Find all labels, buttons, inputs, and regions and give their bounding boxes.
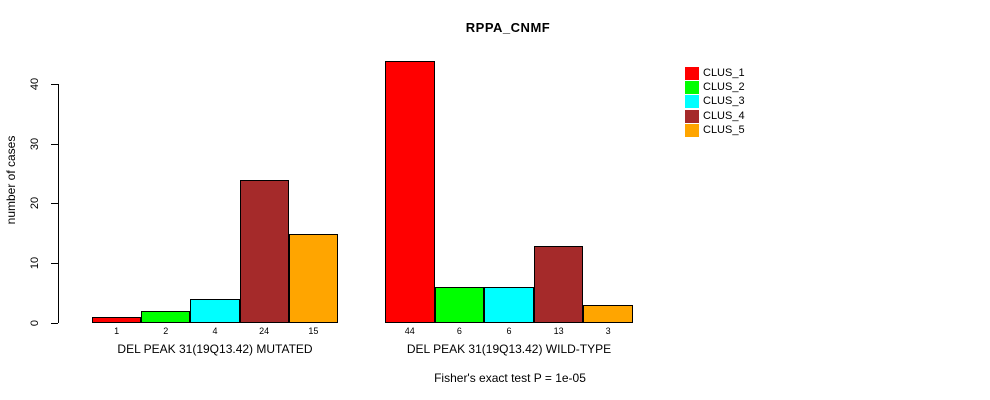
legend: CLUS_1 CLUS_2 CLUS_3 CLUS_4 CLUS_5: [685, 66, 745, 137]
bar-clus_1-group1: [92, 317, 142, 323]
bar-value-label: 4: [212, 326, 218, 336]
bar-clus_1-group2: [385, 61, 435, 323]
legend-item-clus_4: CLUS_4: [685, 109, 745, 123]
bar-value-label: 2: [163, 326, 169, 336]
y-tick-mark: [51, 143, 58, 145]
bar-value-label: 6: [456, 326, 462, 336]
y-tick-label: 30: [29, 137, 41, 150]
y-tick-label: 10: [29, 256, 41, 270]
bar-value-label: 15: [308, 326, 319, 336]
bar-value-label: 1: [114, 326, 120, 336]
y-tick-mark: [51, 84, 58, 86]
legend-label: CLUS_2: [703, 80, 745, 93]
bar-clus_2-group2: [434, 287, 485, 323]
bar-value-label: 44: [404, 326, 415, 336]
bar-value-label: 6: [506, 326, 512, 336]
y-axis-label: number of cases: [4, 135, 18, 225]
legend-label: CLUS_4: [703, 109, 745, 122]
y-tick-mark: [51, 322, 58, 324]
y-tick-label: 20: [29, 197, 41, 210]
bar-clus_3-group1: [190, 299, 240, 323]
y-tick-mark: [51, 262, 58, 264]
legend-item-clus_3: CLUS_3: [685, 95, 745, 109]
y-tick-label: 0: [29, 319, 41, 326]
legend-item-clus_5: CLUS_5: [685, 123, 745, 137]
bar-clus_3-group2: [484, 287, 534, 323]
fisher-test-annotation: Fisher's exact test P = 1e-05: [434, 371, 586, 385]
y-tick-label: 40: [29, 77, 41, 91]
chart-title: RPPA_CNMF: [465, 20, 551, 35]
legend-item-clus_2: CLUS_2: [685, 80, 745, 94]
legend-item-clus_1: CLUS_1: [685, 66, 745, 80]
legend-swatch-icon: [685, 66, 699, 80]
y-axis-line: [58, 84, 59, 323]
bar-clus_5-group1: [288, 234, 338, 323]
bar-value-label: 24: [259, 326, 270, 336]
bar-clus_5-group2: [583, 305, 633, 323]
legend-label: CLUS_1: [703, 66, 745, 79]
bar-value-label: 3: [605, 326, 611, 336]
legend-swatch-icon: [685, 123, 699, 137]
legend-label: CLUS_5: [703, 123, 745, 136]
legend-swatch-icon: [685, 80, 699, 94]
x-axis-group-label: DEL PEAK 31(19Q13.42) WILD-TYPE: [406, 342, 612, 356]
bar-clus_4-group2: [533, 246, 584, 323]
bar-value-label: 13: [553, 326, 564, 336]
legend-label: CLUS_3: [703, 95, 745, 108]
bar-clus_2-group1: [141, 311, 191, 323]
legend-swatch-icon: [685, 95, 699, 109]
x-axis-group-label: DEL PEAK 31(19Q13.42) MUTATED: [117, 342, 313, 356]
bar-clus_4-group1: [239, 180, 289, 323]
legend-swatch-icon: [685, 109, 699, 123]
y-tick-mark: [51, 203, 58, 205]
